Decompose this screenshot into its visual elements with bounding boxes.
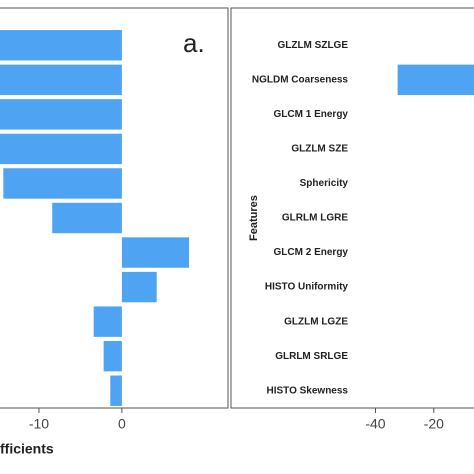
category-label: GLCM 1 Energy: [274, 109, 349, 120]
bars-right: [397, 64, 474, 96]
bar: [397, 64, 474, 96]
category-label: GLRLM LGRE: [282, 213, 348, 224]
y-axis-title: Features: [248, 195, 260, 241]
bar: [121, 271, 157, 303]
bar: [0, 99, 122, 130]
bars-left: [0, 30, 190, 406]
category-label: GLZLM LGZE: [284, 316, 348, 327]
panel-frame: [0, 7, 229, 409]
x-tick-label: -10: [29, 416, 49, 432]
annotation: a.: [183, 28, 205, 58]
category-label: HISTO Skewness: [266, 385, 348, 396]
category-label: NGLDM Coarseness: [252, 74, 349, 85]
category-label: HISTO Uniformity: [265, 282, 349, 293]
x-tick-label: -40: [365, 416, 385, 432]
x-tick-label: 0: [118, 416, 126, 432]
bar: [103, 340, 122, 372]
category-label: GLZLM SZE: [291, 144, 348, 155]
category-label: Sphericity: [300, 178, 349, 189]
category-label: GLRLM SRLGE: [275, 351, 348, 362]
bar: [0, 64, 122, 96]
panel-frame: [230, 7, 474, 409]
bar: [0, 30, 122, 61]
bar: [110, 375, 122, 406]
category-label: GLZLM SZLGE: [277, 40, 348, 51]
bar: [52, 202, 122, 234]
bar: [3, 168, 122, 199]
x-tick-label: -20: [424, 416, 444, 432]
category-label: GLCM 2 Energy: [274, 247, 349, 258]
bar: [93, 306, 122, 337]
x-axis-title: fficients: [0, 441, 54, 457]
bar: [121, 237, 190, 268]
bar: [0, 133, 122, 165]
